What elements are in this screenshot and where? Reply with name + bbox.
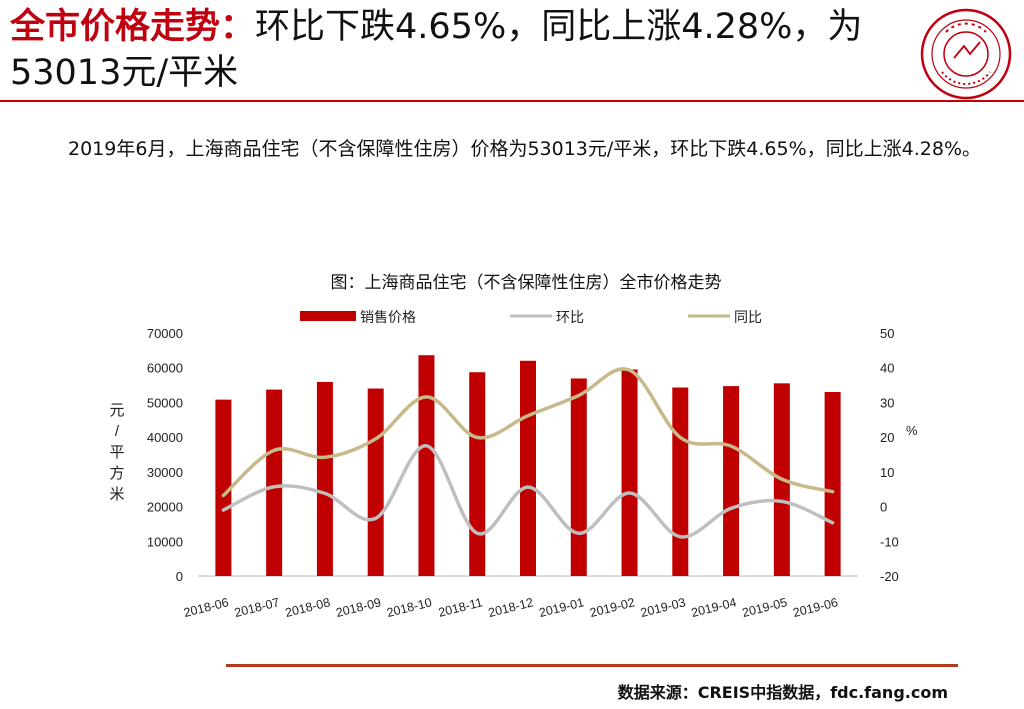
series-line-同比 <box>221 367 835 498</box>
x-tick-label: 2018-07 <box>233 595 281 620</box>
y2-tick-label: 20 <box>880 430 894 445</box>
y2-tick-label: 10 <box>880 465 894 480</box>
header-divider <box>0 100 1024 102</box>
x-tick-label: 2018-09 <box>335 595 383 620</box>
data-source: 数据来源：CREIS中指数据，fdc.fang.com <box>617 683 948 702</box>
page-title: 全市价格走势：环比下跌4.65%，同比上涨4.28%，为53013元/平米 <box>10 4 890 96</box>
y-tick-label: 60000 <box>147 361 183 376</box>
chart-title: 图：上海商品住宅（不含保障性住房）全市价格走势 <box>331 273 722 292</box>
legend-swatch-0 <box>300 311 356 321</box>
y-tick-label: 30000 <box>147 465 183 480</box>
bar-2018-12 <box>520 360 536 576</box>
x-tick-label: 2019-03 <box>639 595 687 620</box>
x-tick-label: 2018-11 <box>437 595 484 619</box>
bar-2019-02 <box>621 369 638 576</box>
y-axis-label-char: 平 <box>109 444 124 461</box>
bar-2019-06 <box>824 391 841 576</box>
bar-2019-03 <box>672 387 689 576</box>
y-axis-label-char: / <box>115 423 120 440</box>
y2-axis-label: % <box>906 423 918 438</box>
y-tick-label: 40000 <box>147 430 183 445</box>
legend-label-1: 环比 <box>556 309 584 325</box>
x-tick-label: 2018-12 <box>487 595 535 620</box>
y-tick-label: 50000 <box>147 395 183 410</box>
y2-tick-label: 30 <box>880 395 894 410</box>
x-tick-label: 2018-08 <box>284 595 332 620</box>
series-line-环比 <box>221 444 835 539</box>
bar-2018-11 <box>469 372 486 576</box>
y-tick-label: 10000 <box>147 534 183 549</box>
summary-paragraph: 2019年6月，上海商品住宅（不含保障性住房）价格为53013元/平米，环比下跌… <box>68 138 982 160</box>
china-index-academy-seal-icon <box>920 8 1012 100</box>
footer-divider <box>226 664 958 667</box>
bar-2019-04 <box>723 386 740 576</box>
y2-tick-label: -20 <box>880 569 899 584</box>
y-axis-label-char: 方 <box>109 465 124 482</box>
x-tick-label: 2018-10 <box>385 595 433 620</box>
x-tick-label: 2018-06 <box>182 595 230 620</box>
y-axis-label-char: 元 <box>109 402 124 419</box>
x-tick-label: 2019-05 <box>741 595 789 620</box>
legend-label-0: 销售价格 <box>360 309 416 325</box>
bar-2019-01 <box>570 378 587 576</box>
y2-tick-label: -10 <box>880 534 899 549</box>
legend-label-2: 同比 <box>734 309 762 325</box>
bar-2018-08 <box>316 381 333 576</box>
page-title-highlight: 全市价格走势： <box>10 7 256 47</box>
x-tick-label: 2019-04 <box>690 595 738 620</box>
y2-tick-label: 40 <box>880 361 894 376</box>
y2-tick-label: 50 <box>880 326 894 341</box>
bar-2018-10 <box>418 355 435 576</box>
x-tick-label: 2019-06 <box>791 595 839 620</box>
y-tick-label: 20000 <box>147 500 183 515</box>
x-tick-label: 2019-02 <box>588 595 636 620</box>
page-title-rest: 环比下跌4.65%，同比上涨4.28%，为53013元/平米 <box>10 7 863 93</box>
bar-2018-07 <box>266 389 283 576</box>
y-tick-label: 70000 <box>147 326 183 341</box>
bar-2018-09 <box>367 388 384 576</box>
x-tick-label: 2019-01 <box>538 595 586 620</box>
bar-2018-06 <box>215 399 232 576</box>
y-axis-label-char: 米 <box>109 486 124 503</box>
y2-tick-label: 0 <box>880 500 887 515</box>
y-tick-label: 0 <box>176 569 183 584</box>
